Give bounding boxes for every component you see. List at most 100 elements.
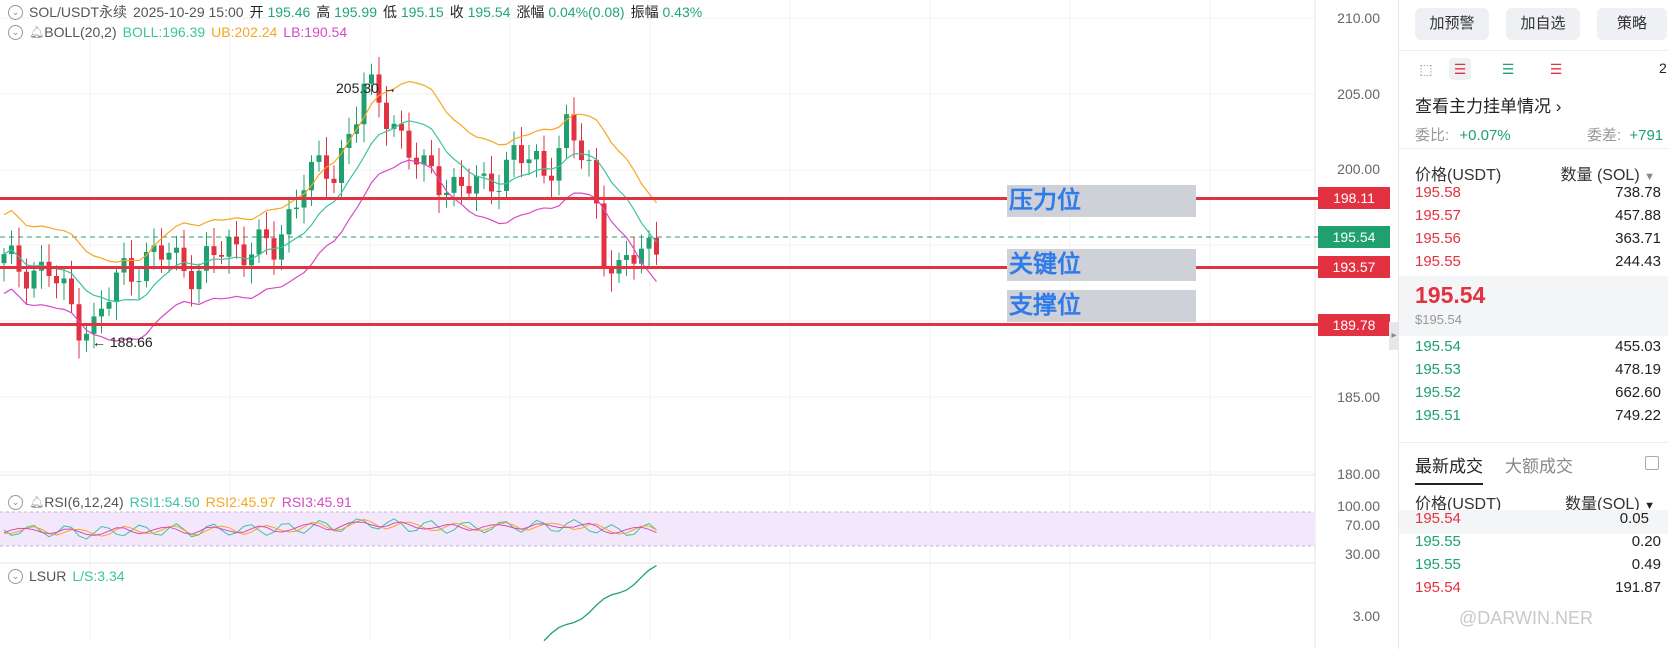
candle-body <box>226 237 232 257</box>
low-marker-value: 188.66 <box>109 334 153 350</box>
row-price: 195.54 <box>1415 338 1461 355</box>
amp-label: 振幅 <box>630 4 659 20</box>
candle-body <box>1 254 7 264</box>
ask-row[interactable]: 195.56 363.71 <box>1415 230 1665 254</box>
asks-only-icon[interactable]: ☰ <box>1549 61 1563 77</box>
candle-body <box>391 123 397 130</box>
candle-body <box>594 159 599 204</box>
orderbook-price-header: 价格(USDT) <box>1415 167 1502 184</box>
chart-area[interactable]: ⌄ SOL/USDT永续 2025-10-29 15:00 开 195.46 高… <box>0 0 1400 649</box>
candle-body <box>631 255 637 264</box>
strategy-button[interactable]: 策略 <box>1597 8 1667 40</box>
candle-body <box>99 308 104 317</box>
resistance-line[interactable] <box>0 197 1390 200</box>
candle-body <box>159 245 164 260</box>
trade-row[interactable]: 195.55 0.20 <box>1415 533 1665 557</box>
orderbook-mode-icon[interactable]: ⬚ <box>1419 61 1433 77</box>
collapse-sidebar-handle[interactable]: ▸ <box>1389 322 1399 350</box>
candle-body <box>384 102 389 130</box>
bell-icon[interactable]: 🔔︎ <box>29 495 45 509</box>
candle-body <box>421 155 427 165</box>
row-qty: 244.43 <box>1615 253 1661 270</box>
collapse-icon[interactable]: ⌄ <box>8 4 23 20</box>
bid-row[interactable]: 195.54 455.03 <box>1415 338 1665 362</box>
candle-body <box>114 272 119 303</box>
rsi-axis-label: 70.00 <box>1344 517 1380 533</box>
rsi1-value: RSI1:54.50 <box>129 494 200 510</box>
resistance-zone[interactable]: 压力位 <box>1007 185 1196 217</box>
tab-latest-trades[interactable]: 最新成交 <box>1415 452 1483 485</box>
candle-body <box>219 255 224 257</box>
bell-icon[interactable]: 🔔︎ <box>29 25 45 39</box>
boll-name[interactable]: BOLL(20,2) <box>44 24 117 40</box>
precision-value[interactable]: 2 <box>1659 60 1667 76</box>
candle-body <box>129 258 134 282</box>
candle-body <box>166 252 172 260</box>
boll-legend: ⌄ 🔔︎ BOLL(20,2) BOLL:196.39 UB:202.24 LB… <box>8 24 347 40</box>
support-zone[interactable]: 支撑位 <box>1007 290 1196 322</box>
row-price: 195.55 <box>1415 533 1461 550</box>
high-marker-value: 205.30 <box>336 80 379 96</box>
bid-row[interactable]: 195.52 662.60 <box>1415 384 1665 408</box>
candlestick-chart[interactable] <box>0 0 1400 649</box>
candle-body <box>534 151 539 160</box>
candle-body <box>624 255 629 260</box>
bid-row[interactable]: 195.53 478.19 <box>1415 361 1665 385</box>
row-price: 195.53 <box>1415 361 1461 378</box>
candle-body <box>361 83 367 125</box>
candle-body <box>436 166 442 196</box>
candle-body <box>196 270 202 290</box>
ask-row[interactable]: 195.58 738.78 <box>1415 184 1665 208</box>
lsur-name[interactable]: LSUR <box>29 568 67 584</box>
datetime: 2025-10-29 15:00 <box>133 4 244 20</box>
candle-body <box>249 254 254 266</box>
rsi-line <box>3 518 657 537</box>
chevron-right-icon: › <box>1555 97 1562 116</box>
diff-label: 委差: <box>1587 127 1622 144</box>
orderbook-qty-header[interactable]: 数量 (SOL) <box>1560 167 1640 184</box>
candle-body <box>459 176 464 186</box>
change-label: 涨幅 <box>516 4 545 20</box>
row-price: 195.55 <box>1415 253 1461 270</box>
add-alert-button[interactable]: 加预警 <box>1415 8 1489 40</box>
change-value: 0.04%(0.08) <box>548 4 625 20</box>
ratio-row: 委比: +0.07% <box>1415 124 1511 145</box>
caret-down-icon[interactable]: ▼ <box>1644 500 1655 512</box>
tab-large-trades[interactable]: 大额成交 <box>1505 457 1573 476</box>
key-level-zone[interactable]: 关键位 <box>1007 249 1196 281</box>
main-orders-link[interactable]: 查看主力挂单情况 › <box>1415 92 1561 117</box>
candle-body <box>474 175 479 194</box>
trade-row[interactable]: 195.54 191.87 <box>1415 579 1665 603</box>
collapse-icon[interactable]: ⌄ <box>8 24 23 40</box>
trade-row[interactable]: 195.54 0.05 <box>1399 510 1668 534</box>
support-line[interactable] <box>0 323 1390 326</box>
lsur-axis-label: 3.00 <box>1352 608 1380 624</box>
row-price: 195.54 <box>1415 510 1461 527</box>
bid-row[interactable]: 195.51 749.22 <box>1415 407 1665 431</box>
trades-qty-header[interactable]: 数量(SOL) <box>1564 496 1640 513</box>
candle-body <box>564 114 569 149</box>
close-value: 195.54 <box>467 4 511 20</box>
collapse-icon[interactable]: ⌄ <box>8 494 23 510</box>
ask-row[interactable]: 195.55 244.43 <box>1415 253 1665 277</box>
add-watchlist-button[interactable]: 加自选 <box>1506 8 1580 40</box>
bids-only-icon[interactable]: ☰ <box>1501 61 1515 77</box>
candle-body <box>526 159 532 164</box>
ask-row[interactable]: 195.57 457.88 <box>1415 207 1665 231</box>
candle-body <box>444 192 449 196</box>
watermark: @DARWIN.NER <box>1459 608 1593 628</box>
rsi-name[interactable]: RSI(6,12,24) <box>44 494 124 510</box>
last-price-usd: $195.54 <box>1415 312 1462 327</box>
caret-down-icon[interactable]: ▼ <box>1644 171 1655 183</box>
candle-body <box>309 161 314 191</box>
candle-body <box>189 270 194 290</box>
trade-row[interactable]: 195.55 0.49 <box>1415 556 1665 580</box>
orderbook-header: 价格(USDT) 数量 (SOL) ▼ <box>1415 161 1665 185</box>
key-level-line[interactable] <box>0 266 1390 269</box>
collapse-icon[interactable]: ⌄ <box>8 568 23 584</box>
candle-body <box>496 190 502 192</box>
both-sides-icon[interactable]: ☰ <box>1449 58 1471 80</box>
candle-body <box>489 173 494 192</box>
candle-body <box>174 247 179 253</box>
filter-checkbox[interactable] <box>1645 456 1659 470</box>
